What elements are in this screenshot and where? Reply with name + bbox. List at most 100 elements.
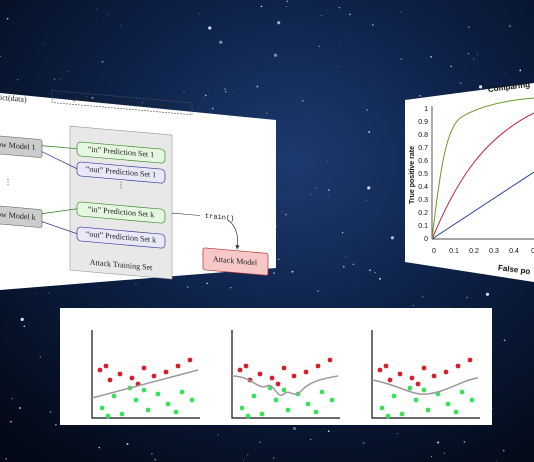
star bbox=[419, 94, 422, 97]
red-point bbox=[303, 369, 309, 375]
red-point bbox=[269, 375, 275, 381]
diagram: ict(data) (prediction, class label, “in”… bbox=[0, 90, 269, 280]
star bbox=[474, 73, 476, 75]
star bbox=[327, 430, 330, 433]
star bbox=[263, 55, 265, 57]
green-point bbox=[425, 407, 431, 413]
top-call: ict(data) bbox=[0, 93, 27, 104]
y-tick-label: 0 bbox=[424, 236, 428, 243]
arrow bbox=[42, 145, 77, 150]
green-point bbox=[305, 401, 311, 407]
green-point bbox=[105, 413, 111, 419]
star bbox=[479, 85, 483, 89]
roc-curve bbox=[431, 112, 534, 240]
y-tick-label: 0.3 bbox=[418, 197, 428, 204]
star bbox=[318, 45, 320, 48]
scatter-illustration bbox=[231, 330, 340, 419]
red-point bbox=[187, 357, 193, 363]
star bbox=[341, 232, 344, 234]
illustration-panel bbox=[60, 308, 492, 425]
star bbox=[387, 298, 389, 300]
red-point bbox=[151, 373, 157, 379]
star bbox=[302, 100, 304, 102]
red-point bbox=[117, 371, 123, 377]
star bbox=[216, 70, 218, 72]
red-point bbox=[443, 369, 449, 375]
star bbox=[372, 24, 374, 26]
star bbox=[477, 54, 478, 56]
green-point bbox=[469, 397, 475, 403]
star bbox=[473, 58, 475, 60]
star bbox=[301, 427, 302, 429]
star bbox=[443, 452, 446, 454]
star bbox=[183, 92, 185, 93]
x-tick-label: 0.1 bbox=[449, 248, 459, 255]
green-point bbox=[189, 397, 195, 403]
red-point bbox=[421, 365, 427, 371]
star bbox=[101, 60, 104, 63]
star bbox=[519, 69, 522, 72]
star bbox=[344, 256, 346, 258]
star bbox=[96, 8, 98, 10]
star bbox=[66, 70, 68, 73]
green-point bbox=[141, 387, 147, 393]
star bbox=[135, 283, 137, 285]
green-point bbox=[155, 391, 161, 397]
star bbox=[17, 79, 19, 81]
green-point bbox=[385, 413, 391, 419]
star bbox=[187, 286, 189, 288]
star bbox=[11, 398, 13, 400]
star bbox=[272, 457, 275, 459]
arrow bbox=[41, 151, 78, 170]
star bbox=[23, 325, 26, 328]
star bbox=[217, 434, 219, 436]
star bbox=[337, 66, 339, 67]
star bbox=[10, 420, 12, 423]
star bbox=[503, 450, 505, 452]
star bbox=[39, 356, 41, 358]
star bbox=[310, 194, 312, 196]
green-point bbox=[399, 411, 405, 417]
star bbox=[448, 306, 450, 307]
green-point bbox=[251, 393, 257, 399]
attack-model-box bbox=[202, 247, 269, 276]
x-tick-label: 0. bbox=[531, 248, 534, 255]
star bbox=[321, 15, 322, 17]
model-label: ow Model 1 bbox=[0, 140, 36, 152]
star bbox=[437, 441, 440, 444]
green-point bbox=[239, 405, 245, 411]
star bbox=[369, 269, 371, 272]
red-point bbox=[315, 363, 321, 369]
y-label: True positive rate bbox=[409, 146, 416, 204]
train-call: train() bbox=[205, 213, 234, 224]
star bbox=[53, 78, 56, 80]
green-point bbox=[313, 409, 319, 415]
star bbox=[233, 91, 234, 93]
attack-model: Attack Model bbox=[213, 254, 258, 267]
star bbox=[207, 89, 209, 91]
green-point bbox=[133, 397, 139, 403]
green-point bbox=[459, 389, 465, 395]
red-point bbox=[129, 375, 135, 381]
star bbox=[277, 258, 280, 261]
red-point bbox=[415, 381, 421, 387]
green-point bbox=[259, 411, 265, 417]
star bbox=[397, 433, 398, 434]
star bbox=[367, 186, 371, 190]
star bbox=[204, 94, 207, 97]
star bbox=[463, 440, 466, 443]
axes bbox=[91, 330, 200, 419]
star bbox=[366, 200, 368, 201]
star bbox=[292, 426, 297, 431]
star bbox=[362, 442, 365, 444]
star bbox=[91, 97, 94, 99]
connector bbox=[172, 212, 200, 216]
star bbox=[352, 263, 355, 266]
star bbox=[459, 82, 462, 84]
star bbox=[107, 14, 109, 16]
star bbox=[285, 213, 287, 216]
green-point bbox=[165, 401, 171, 407]
star bbox=[349, 13, 351, 16]
roc-chart: Comparing True positive rate False po 00… bbox=[409, 80, 534, 276]
